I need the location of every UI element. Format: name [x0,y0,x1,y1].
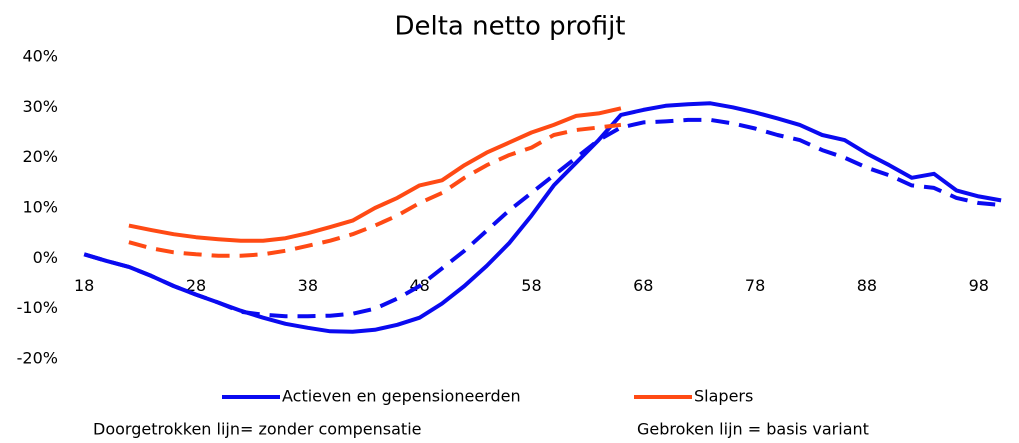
x-tick-label: 18 [74,276,94,295]
series-line [128,106,622,243]
chart-title: Delta netto profijt [395,12,626,42]
legend-label: Actieven en gepensioneerden [282,387,521,406]
series-line [83,117,1002,319]
annotation: Gebroken lijn = basis variant [637,420,869,439]
y-tick-label: 10% [22,198,58,217]
y-tick-label: -20% [17,349,58,368]
x-tick-label: 98 [969,276,989,295]
series-line [128,122,622,258]
x-tick-label: 78 [745,276,765,295]
y-tick-label: 0% [33,248,58,267]
y-tick-label: 30% [22,97,58,116]
x-tick-label: 38 [298,276,318,295]
x-tick-label: 88 [857,276,877,295]
y-tick-label: 20% [22,147,58,166]
legend-label: Slapers [694,387,753,406]
series-line [83,101,1002,334]
y-tick-label: 40% [22,47,58,66]
x-tick-label: 58 [521,276,541,295]
x-tick-label: 68 [633,276,653,295]
y-tick-label: -10% [17,298,58,317]
x-tick-label: 28 [186,276,206,295]
annotation: Doorgetrokken lijn= zonder compensatie [93,420,422,439]
